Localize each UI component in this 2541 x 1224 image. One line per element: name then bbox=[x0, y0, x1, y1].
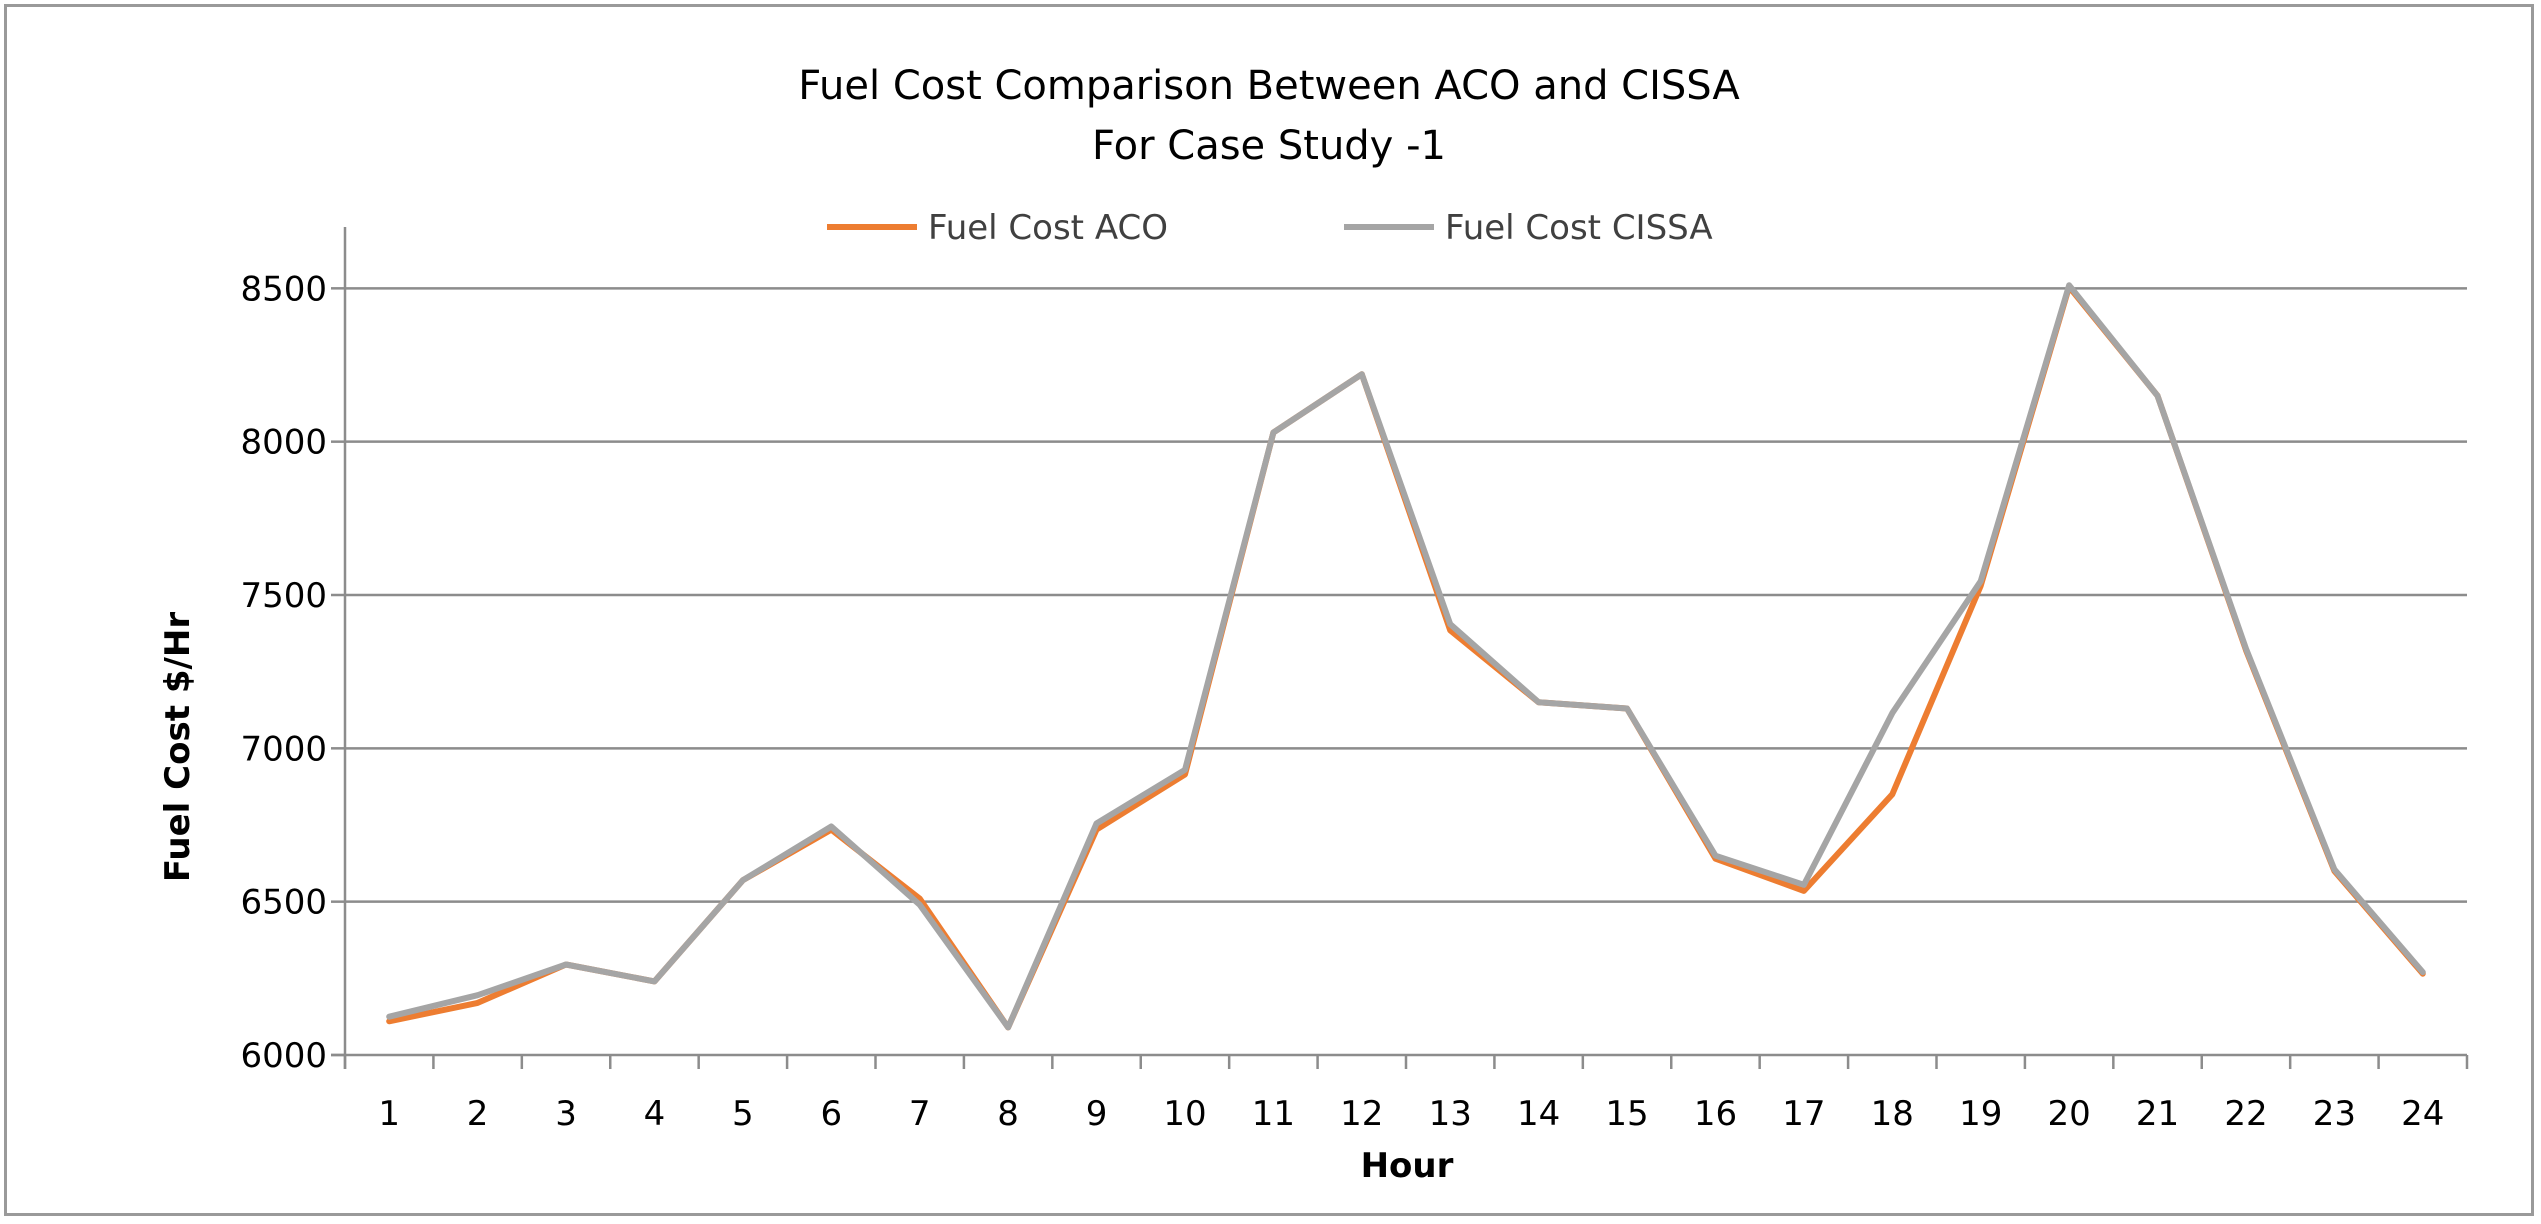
x-tick-label-13: 13 bbox=[1429, 1094, 1472, 1134]
chart-frame: Fuel Cost Comparison Between ACO and CIS… bbox=[4, 4, 2534, 1216]
x-tick-label-17: 17 bbox=[1782, 1094, 1825, 1134]
chart-title-line-1: Fuel Cost Comparison Between ACO and CIS… bbox=[798, 63, 1740, 109]
x-tick-label-2: 2 bbox=[467, 1094, 489, 1134]
x-tick-label-6: 6 bbox=[820, 1094, 842, 1134]
x-tick-label-7: 7 bbox=[909, 1094, 931, 1134]
x-tick-label-14: 14 bbox=[1517, 1094, 1560, 1134]
x-tick-label-23: 23 bbox=[2313, 1094, 2356, 1134]
y-tick-label-8000: 8000 bbox=[240, 423, 327, 463]
x-tick-label-10: 10 bbox=[1163, 1094, 1206, 1134]
y-tick-labels: 6000 6500 7000 7500 8000 8500 bbox=[240, 269, 327, 1076]
x-tick-label-9: 9 bbox=[1086, 1094, 1108, 1134]
x-tick-label-18: 18 bbox=[1871, 1094, 1914, 1134]
y-axis-title: Fuel Cost $/Hr bbox=[158, 612, 198, 882]
chart-svg: Fuel Cost Comparison Between ACO and CIS… bbox=[158, 63, 2469, 1186]
y-tick-label-6000: 6000 bbox=[240, 1036, 327, 1076]
x-tick-label-19: 19 bbox=[1959, 1094, 2002, 1134]
legend-label-aco: Fuel Cost ACO bbox=[928, 208, 1168, 248]
y-tick-label-8500: 8500 bbox=[240, 269, 327, 309]
y-tick-label-7000: 7000 bbox=[240, 729, 327, 769]
series-line-fuel-cost-aco bbox=[386, 283, 2426, 1031]
x-axis-title: Hour bbox=[1361, 1146, 1454, 1186]
gridlines bbox=[345, 287, 2467, 903]
axes bbox=[331, 227, 2469, 1069]
x-tick-label-4: 4 bbox=[644, 1094, 666, 1134]
x-tick-label-5: 5 bbox=[732, 1094, 754, 1134]
x-tick-labels: 1 2 3 4 5 6 7 8 9 10 11 12 13 14 15 16 17 18 19 20 21 22 23 24 bbox=[378, 1094, 2444, 1134]
x-tick-label-20: 20 bbox=[2047, 1094, 2090, 1134]
x-tick-label-21: 21 bbox=[2136, 1094, 2179, 1134]
y-tick-label-6500: 6500 bbox=[240, 883, 327, 923]
x-tick-label-12: 12 bbox=[1340, 1094, 1383, 1134]
y-tick-label-7500: 7500 bbox=[240, 576, 327, 616]
legend-label-cissa: Fuel Cost CISSA bbox=[1445, 208, 1713, 248]
x-tick-label-24: 24 bbox=[2401, 1094, 2444, 1134]
x-tick-label-1: 1 bbox=[378, 1094, 400, 1134]
x-tick-label-15: 15 bbox=[1605, 1094, 1648, 1134]
series-line-fuel-cost-cissa bbox=[386, 282, 2426, 1031]
x-tick-label-8: 8 bbox=[997, 1094, 1019, 1134]
x-tick-label-11: 11 bbox=[1252, 1094, 1295, 1134]
legend: Fuel Cost ACO Fuel Cost CISSA bbox=[827, 208, 1713, 248]
x-tick-label-22: 22 bbox=[2224, 1094, 2267, 1134]
series-lines bbox=[386, 282, 2426, 1031]
x-tick-label-3: 3 bbox=[555, 1094, 577, 1134]
chart-title-line-2: For Case Study -1 bbox=[1092, 123, 1446, 169]
x-tick-label-16: 16 bbox=[1694, 1094, 1737, 1134]
